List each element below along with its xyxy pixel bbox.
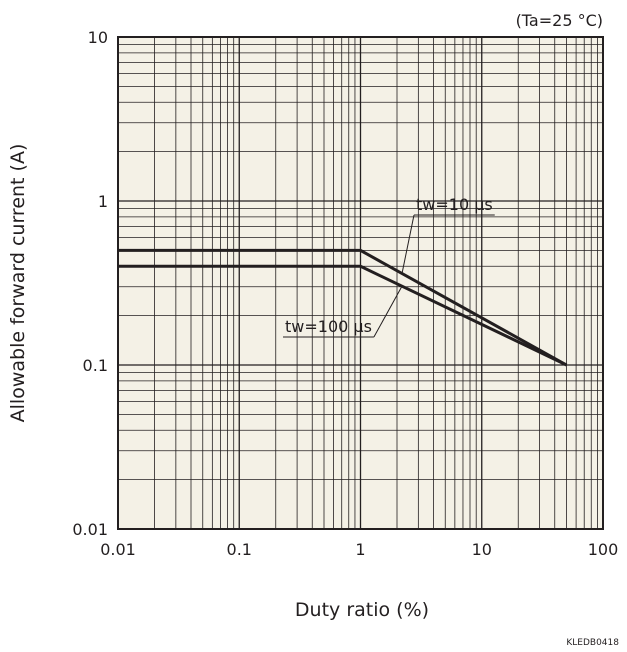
series-line-tw-100us <box>118 264 568 367</box>
series-layer <box>118 248 568 367</box>
label-leader-line <box>373 285 403 338</box>
y-tick-label: 10 <box>88 28 108 47</box>
y-tick-label: 0.01 <box>72 520 108 539</box>
label-tw-10us: tw=10 μs <box>416 195 493 214</box>
x-tick-labels: 0.01 0.1 1 10 100 <box>100 540 618 559</box>
label-tw-100us: tw=100 μs <box>285 317 372 336</box>
condition-label: (Ta=25 °C) <box>516 11 603 30</box>
x-axis-label: Duty ratio (%) <box>295 599 429 621</box>
x-tick-label: 1 <box>355 540 365 559</box>
x-tick-label: 10 <box>472 540 492 559</box>
figure-code: KLEDB0418 <box>566 638 619 648</box>
y-tick-labels: 0.01 0.1 1 10 <box>72 28 108 539</box>
y-axis-label: Allowable forward current (A) <box>7 144 29 423</box>
annotation-layer: tw=10 μs tw=100 μs <box>283 195 495 338</box>
y-tick-label: 0.1 <box>83 356 108 375</box>
y-tick-label: 1 <box>98 192 108 211</box>
plot-frame <box>117 36 604 530</box>
x-tick-label: 0.1 <box>227 540 252 559</box>
grid <box>118 37 603 529</box>
label-leader-line <box>401 214 415 274</box>
series-line-tw-10us <box>118 248 568 367</box>
x-tick-label: 100 <box>588 540 619 559</box>
x-tick-label: 0.01 <box>100 540 136 559</box>
